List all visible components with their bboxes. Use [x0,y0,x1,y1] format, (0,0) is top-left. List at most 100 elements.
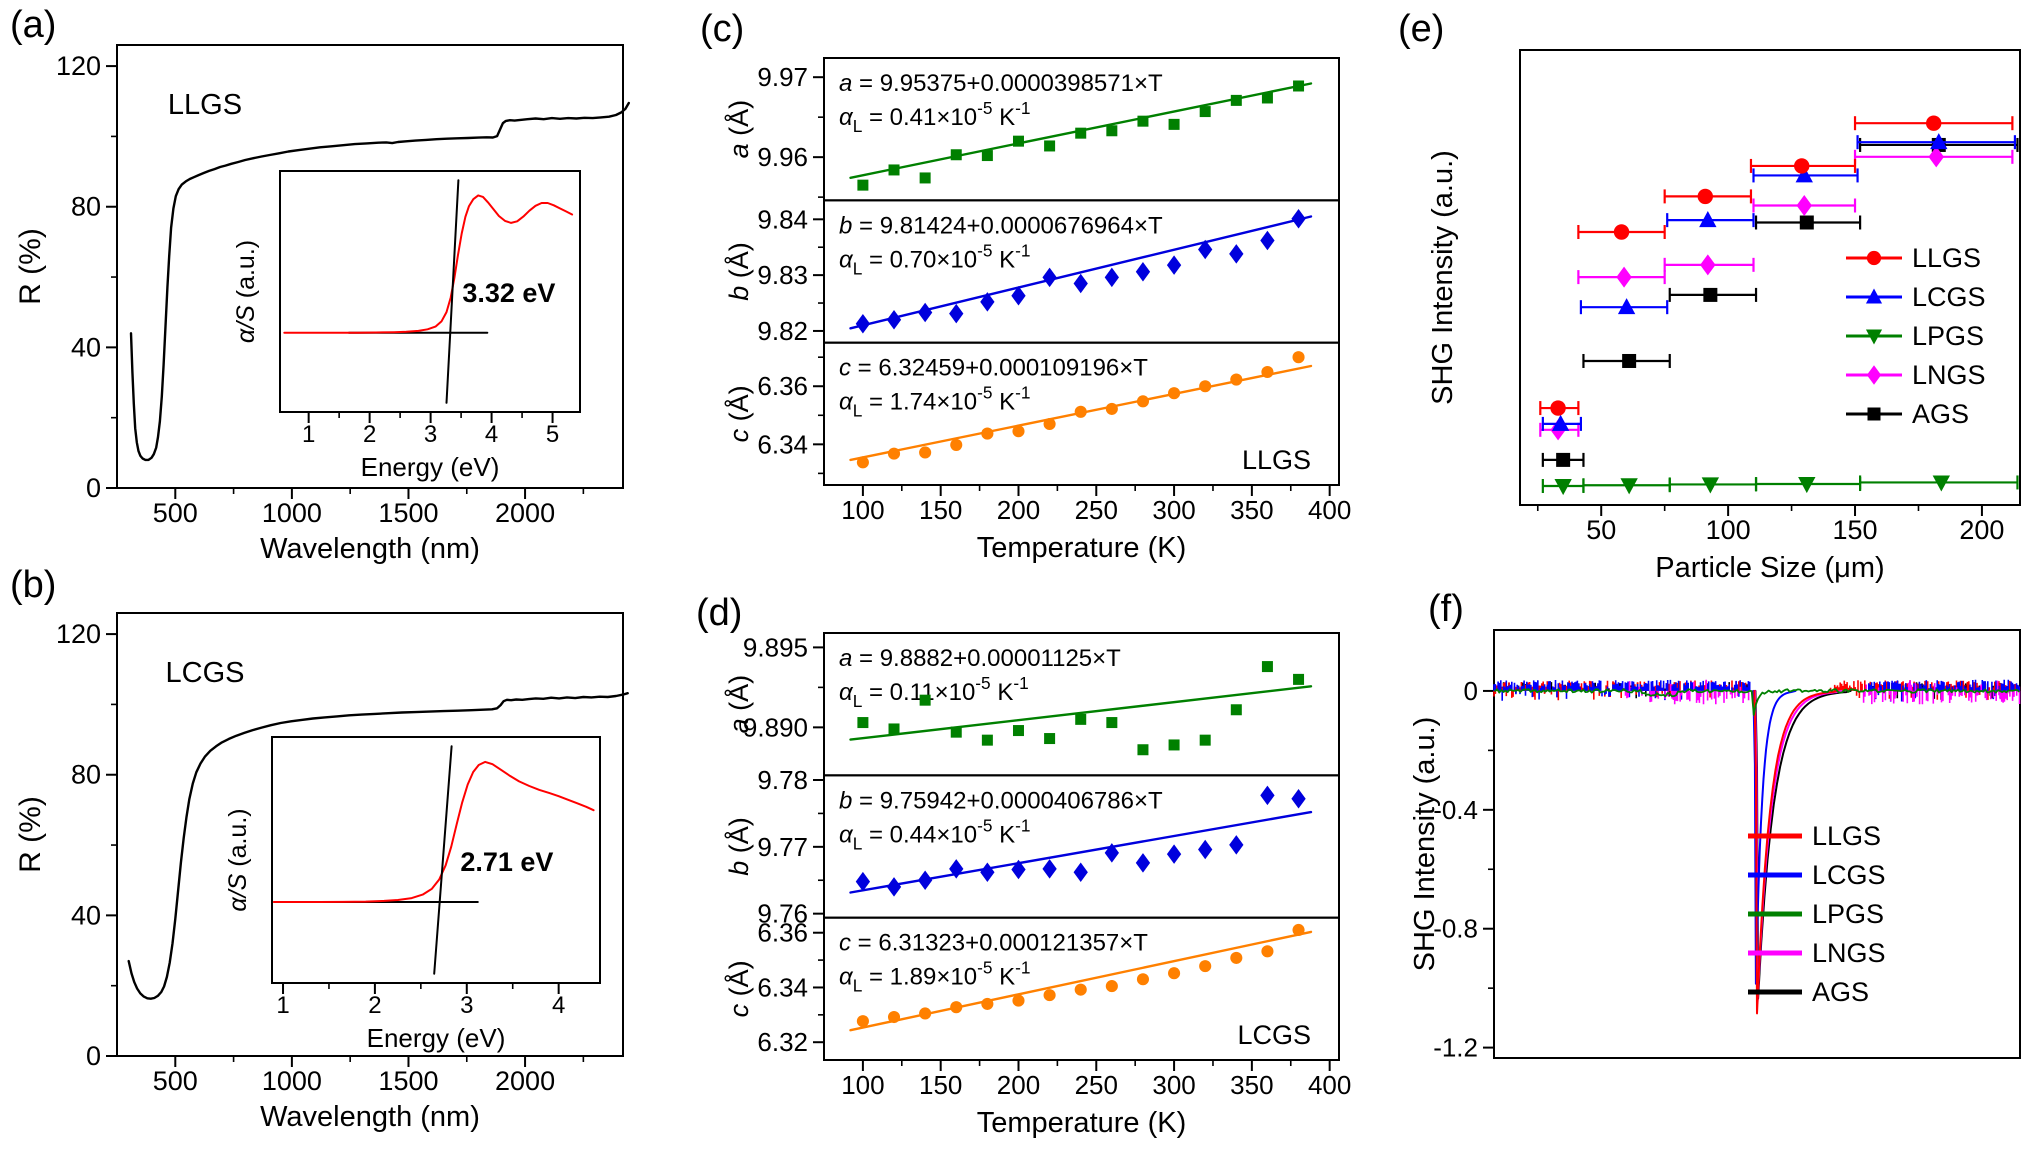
x-tick-label: 200 [997,495,1040,525]
x-tick-label: 500 [153,498,198,528]
x-tick-label: 250 [1075,495,1118,525]
x-tick-label: 1500 [378,1066,438,1096]
y-tick-label: 40 [71,332,101,362]
y-tick-label: 6.36 [757,371,808,401]
panel-a-inset: 1 2 3 4 5 Energy (eV) α/S (a.u.) 3.32 eV [232,170,581,482]
panel-c: 9.969.97a (Å)a = 9.95375+0.0000398571×Tα… [723,57,1351,564]
panel-a: 500 1000 1500 2000 0 40 80 120 Wavelength (nm) R … [14,44,630,565]
marker-diamond [949,303,964,324]
x-tick-label: 400 [1308,1070,1351,1100]
y-tick-label: 9.890 [743,712,808,742]
marker-diamond [1042,859,1057,879]
marker-triangle-up [1617,298,1636,315]
series-LNGS [1539,146,2014,441]
expansion-coefficient: αL = 1.74×10-5 K-1 [839,383,1030,421]
marker-circle [1613,224,1630,240]
inset-x-tick-label: 4 [552,992,565,1019]
marker-triangle-up [1795,166,1813,183]
marker-circle [1199,960,1212,973]
series-LCGS [1541,133,2017,431]
marker-diamond [1011,286,1026,306]
panel-b: 500 1000 1500 2000 0 40 80 120 Wavelength (nm) R … [14,612,629,1133]
marker-diamond [1104,267,1119,288]
marker-square [919,172,931,184]
y-tick-label: 9.78 [757,765,808,795]
x-tick-label: 300 [1152,1070,1195,1100]
marker-circle [1926,115,1942,131]
marker-circle [1697,188,1713,205]
x-tick-label: 500 [153,1066,198,1096]
tangent-line [433,745,453,975]
marker-diamond [1042,267,1057,288]
sample-label: LCGS [166,657,245,689]
marker-square [1106,125,1118,137]
marker-diamond [1135,853,1151,873]
y-axis-label: c (Å) [723,960,754,1017]
marker-square [1703,287,1718,302]
marker-square [1168,118,1180,130]
panel-f-tag: (f) [1428,588,1464,630]
marker-triangle-up [1699,211,1717,228]
inset-x-tick-label: 1 [302,421,315,448]
trace-LPGS [1494,688,2020,716]
marker-circle [1866,250,1882,266]
marker-triangle-down [1932,475,1950,492]
marker-square [1230,704,1242,716]
x-tick-label: 200 [997,1070,1040,1100]
inset-y-axis-label: α/S (a.u.) [224,808,252,911]
y-axis-label: SHG Intensity (a.u.) [1427,150,1459,405]
y-tick-label: 9.96 [757,142,808,172]
x-tick-label: 100 [841,495,884,525]
marker-square [857,717,869,729]
sample-label: LLGS [1242,445,1311,475]
marker-circle [1199,380,1212,393]
marker-diamond [886,877,902,897]
marker-circle [1230,373,1243,386]
marker-circle [856,1015,869,1028]
panel-e-tag: (e) [1398,8,1445,50]
marker-diamond [886,310,902,330]
panel-d-sub-2: 6.32 6.34 6.36c (Å) c = 6.31323+0.000121357… [723,916,1340,1062]
marker-circle [1230,951,1243,964]
x-axis-label: Temperature (K) [977,532,1187,564]
marker-circle [1074,983,1087,996]
y-axis-label: a (Å) [723,100,754,159]
x-tick-label: 1000 [262,1066,322,1096]
y-tick-label: 6.34 [757,429,808,459]
marker-square [1137,744,1149,756]
marker-square [1199,106,1211,118]
x-tick-label: 50 [1586,515,1616,545]
marker-square [919,694,931,706]
y-axis-label: a (Å) [723,675,754,734]
y-tick-label: 6.34 [757,972,808,1002]
plot-box [823,916,1340,1062]
marker-diamond [980,862,995,882]
marker-diamond [1291,209,1306,229]
marker-square [950,149,962,161]
marker-circle [1105,402,1118,415]
marker-circle [856,456,869,469]
marker-square [1137,115,1149,127]
y-tick-label: 80 [71,192,101,222]
expansion-coefficient: αL = 0.41×10-5 K-1 [839,98,1030,136]
x-axis-label: Wavelength (nm) [260,1101,480,1133]
y-tick-label: 120 [56,619,101,649]
inset-x-axis-label: Energy (eV) [361,452,500,482]
marker-diamond [1866,365,1882,385]
plot-box [271,736,601,984]
reflectance-LCGS [127,692,629,1000]
marker-diamond [1291,788,1306,809]
y-tick-label: -0.8 [1433,914,1478,944]
dip-AGS [1754,689,1852,1000]
dip-LLGS [1753,689,1839,1015]
marker-circle [1136,395,1150,408]
x-tick-label: 2000 [495,498,555,528]
marker-circle [981,427,994,440]
marker-diamond [1011,859,1026,880]
legend-label: LCGS [1912,282,1986,312]
marker-circle [1550,400,1566,416]
inset-y-axis-label: α/S (a.u.) [232,240,260,343]
marker-square [1012,135,1024,147]
marker-diamond [1260,785,1275,806]
reflectance-LLGS [129,101,630,462]
